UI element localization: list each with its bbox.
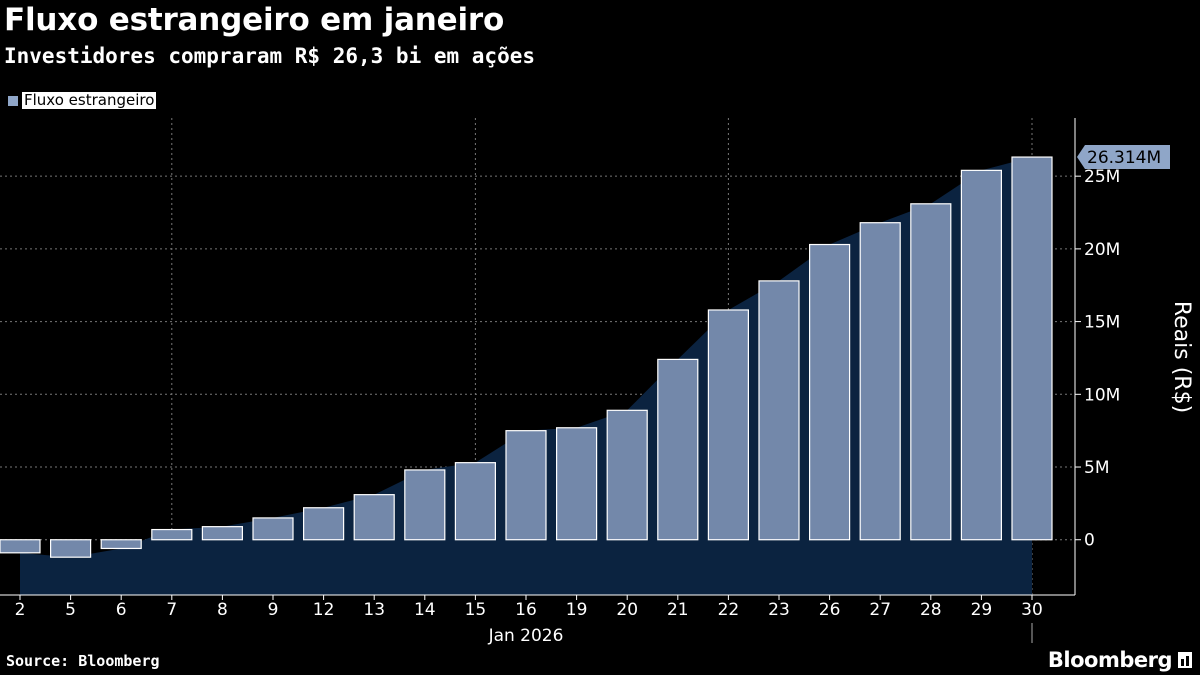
y-tick-label: 25M bbox=[1084, 167, 1120, 187]
bar bbox=[808, 243, 851, 541]
x-tick-label: 13 bbox=[363, 600, 385, 620]
bar bbox=[100, 539, 142, 550]
bar bbox=[960, 169, 1003, 541]
chart-subtitle: Investidores compraram R$ 26,3 bi em açõ… bbox=[4, 44, 536, 68]
y-tick-label: 15M bbox=[1084, 313, 1120, 333]
x-tick-label: 12 bbox=[313, 600, 335, 620]
bar bbox=[859, 222, 901, 541]
x-tick-label: 29 bbox=[971, 600, 993, 620]
bar bbox=[454, 462, 496, 541]
bar bbox=[151, 528, 193, 541]
brand-logo: Bloomberg bbox=[1048, 648, 1192, 672]
bar bbox=[606, 409, 648, 541]
bar bbox=[404, 469, 446, 541]
legend-swatch bbox=[8, 95, 18, 106]
x-tick-label: 5 bbox=[65, 600, 76, 620]
x-tick-label: 26 bbox=[819, 600, 841, 620]
bar bbox=[252, 517, 294, 541]
y-axis-title: Reais (R$) bbox=[1169, 301, 1194, 413]
x-tick-label: 6 bbox=[116, 600, 127, 620]
chart-title: Fluxo estrangeiro em janeiro bbox=[4, 2, 505, 38]
bar bbox=[707, 309, 750, 541]
x-tick-label: 28 bbox=[920, 600, 942, 620]
x-tick-label: 19 bbox=[566, 600, 588, 620]
x-tick-label: 27 bbox=[869, 600, 891, 620]
bar bbox=[0, 539, 41, 554]
bar bbox=[505, 430, 547, 541]
y-tick-label: 10M bbox=[1084, 385, 1120, 405]
x-tick-label: 20 bbox=[616, 600, 638, 620]
bar bbox=[1011, 156, 1053, 541]
x-tick-label: 8 bbox=[217, 600, 228, 620]
bar bbox=[49, 539, 92, 558]
x-tick-label: 15 bbox=[465, 600, 487, 620]
brand-name: Bloomberg bbox=[1047, 648, 1173, 672]
legend-label: Fluxo estrangeiro bbox=[22, 91, 157, 109]
legend: Fluxo estrangeiro bbox=[8, 91, 157, 109]
bar bbox=[303, 507, 345, 541]
x-tick-label: 14 bbox=[414, 600, 436, 620]
x-tick-label: 9 bbox=[268, 600, 279, 620]
bar bbox=[657, 358, 699, 541]
x-tick-label: 16 bbox=[515, 600, 537, 620]
y-tick-label: 5M bbox=[1084, 458, 1109, 478]
source-note: Source: Bloomberg bbox=[6, 652, 160, 670]
x-tick-label: 22 bbox=[718, 600, 740, 620]
last-value-callout bbox=[1077, 145, 1170, 170]
x-tick-label: 23 bbox=[768, 600, 790, 620]
x-axis-label: Jan 2026 bbox=[488, 626, 564, 646]
x-tick-label: 2 bbox=[15, 600, 26, 620]
bar bbox=[201, 526, 243, 541]
y-tick-label: 0 bbox=[1084, 531, 1095, 551]
y-tick-label: 20M bbox=[1084, 240, 1120, 260]
bar bbox=[758, 280, 800, 541]
x-tick-label: 30 bbox=[1021, 600, 1043, 620]
x-tick-label: 7 bbox=[166, 600, 177, 620]
bloomberg-icon bbox=[1178, 652, 1192, 668]
bar bbox=[555, 427, 598, 541]
bar bbox=[353, 494, 395, 541]
bar bbox=[910, 203, 952, 541]
x-tick-label: 21 bbox=[667, 600, 689, 620]
last-value-label: 26.314M bbox=[1087, 148, 1161, 168]
